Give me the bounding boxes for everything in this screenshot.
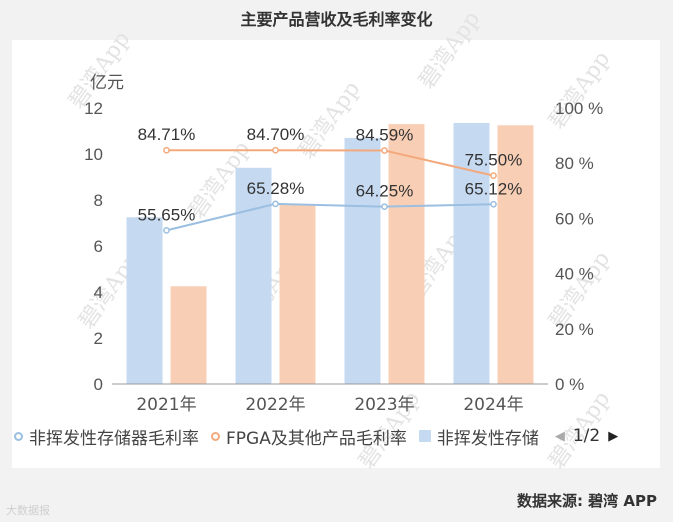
legend-pager: ◀ 1/2 ▶ — [555, 426, 618, 446]
data-source: 数据来源: 碧湾 APP — [516, 492, 657, 510]
legend-marker-nvm-margin — [14, 431, 23, 441]
y-left-tick-5: 10 — [84, 145, 103, 164]
bar-s1-1 — [279, 204, 316, 384]
y-right-tick-3: 60 % — [555, 209, 594, 228]
point-s0-3 — [490, 200, 497, 208]
data-label-s0-0: 55.65% — [138, 205, 196, 224]
data-label-s0-2: 64.25% — [356, 182, 414, 201]
legend-item-nvm-margin[interactable]: 非挥发性存储器毛利率 — [14, 424, 199, 449]
y-right-tick-5: 100 % — [555, 99, 603, 118]
point-s0-2 — [381, 203, 388, 211]
y-left-tick-4: 8 — [94, 191, 103, 210]
x-tick-0: 2021年 — [136, 395, 196, 415]
data-label-s0-3: 65.12% — [465, 179, 523, 198]
point-s1-0 — [163, 146, 170, 154]
legend-item-fpga-margin[interactable]: FPGA及其他产品毛利率 — [211, 424, 407, 449]
chart-panel — [12, 40, 660, 468]
bar-s0-0 — [126, 217, 163, 384]
y-left-tick-3: 6 — [94, 237, 103, 256]
corner-logo: 大数据报 — [6, 504, 50, 517]
y-left-unit: 亿元 — [90, 73, 124, 93]
data-label-s0-1: 65.28% — [247, 179, 305, 198]
y-right-tick-0: 0 % — [555, 375, 584, 394]
bar-s1-0 — [170, 286, 207, 384]
data-label-s1-2: 84.59% — [356, 126, 414, 145]
line-series-0 — [166, 202, 494, 232]
data-label-s1-3: 75.50% — [465, 151, 523, 170]
x-tick-3: 2024年 — [463, 395, 523, 415]
legend-label-nvm-revenue: 非挥发性存储 — [436, 428, 539, 449]
point-s1-3 — [490, 172, 497, 179]
watermark-3: 碧湾App — [414, 7, 485, 93]
point-s1-1 — [272, 146, 279, 154]
bar-s0-1 — [235, 167, 272, 384]
point-s0-0 — [163, 227, 170, 234]
y-left-tick-2: 4 — [94, 283, 103, 302]
y-left-tick-0: 0 — [94, 375, 103, 394]
legend-label-nvm-margin: 非挥发性存储器毛利率 — [29, 428, 199, 449]
point-s0-1 — [272, 200, 279, 208]
bar-s0-3 — [453, 122, 490, 384]
legend-label-fpga-margin: FPGA及其他产品毛利率 — [226, 428, 407, 449]
legend-item-nvm-revenue[interactable]: 非挥发性存储 — [418, 424, 539, 449]
chart-legend: 非挥发性存储器毛利率 FPGA及其他产品毛利率 非挥发性存储 ◀ 1/2 ▶ — [14, 423, 664, 449]
data-label-s1-1: 84.70% — [247, 125, 305, 144]
y-left-tick-1: 2 — [94, 329, 103, 348]
bar-s1-2 — [388, 124, 425, 384]
y-right-tick-2: 40 % — [555, 265, 594, 284]
watermark-4: 碧湾App — [544, 47, 615, 133]
legend-marker-nvm-revenue — [418, 430, 431, 442]
data-label-s1-0: 84.71% — [138, 125, 196, 144]
pager-text: 1/2 — [572, 426, 601, 446]
bar-s0-2 — [344, 137, 381, 384]
y-left-tick-6: 12 — [84, 99, 103, 118]
pager-next-icon[interactable]: ▶ — [608, 428, 619, 444]
point-s1-2 — [381, 147, 388, 154]
y-right-tick-1: 20 % — [555, 320, 594, 339]
x-tick-2: 2023年 — [354, 395, 414, 415]
chart-title: 主要产品营收及毛利率变化 — [240, 10, 433, 29]
line-series-1 — [166, 149, 494, 177]
pager-prev-icon[interactable]: ◀ — [554, 428, 565, 444]
y-right-tick-4: 80 % — [555, 154, 594, 173]
bar-s1-3 — [497, 125, 534, 384]
x-tick-1: 2022年 — [245, 395, 305, 415]
legend-marker-fpga-margin — [211, 431, 220, 441]
